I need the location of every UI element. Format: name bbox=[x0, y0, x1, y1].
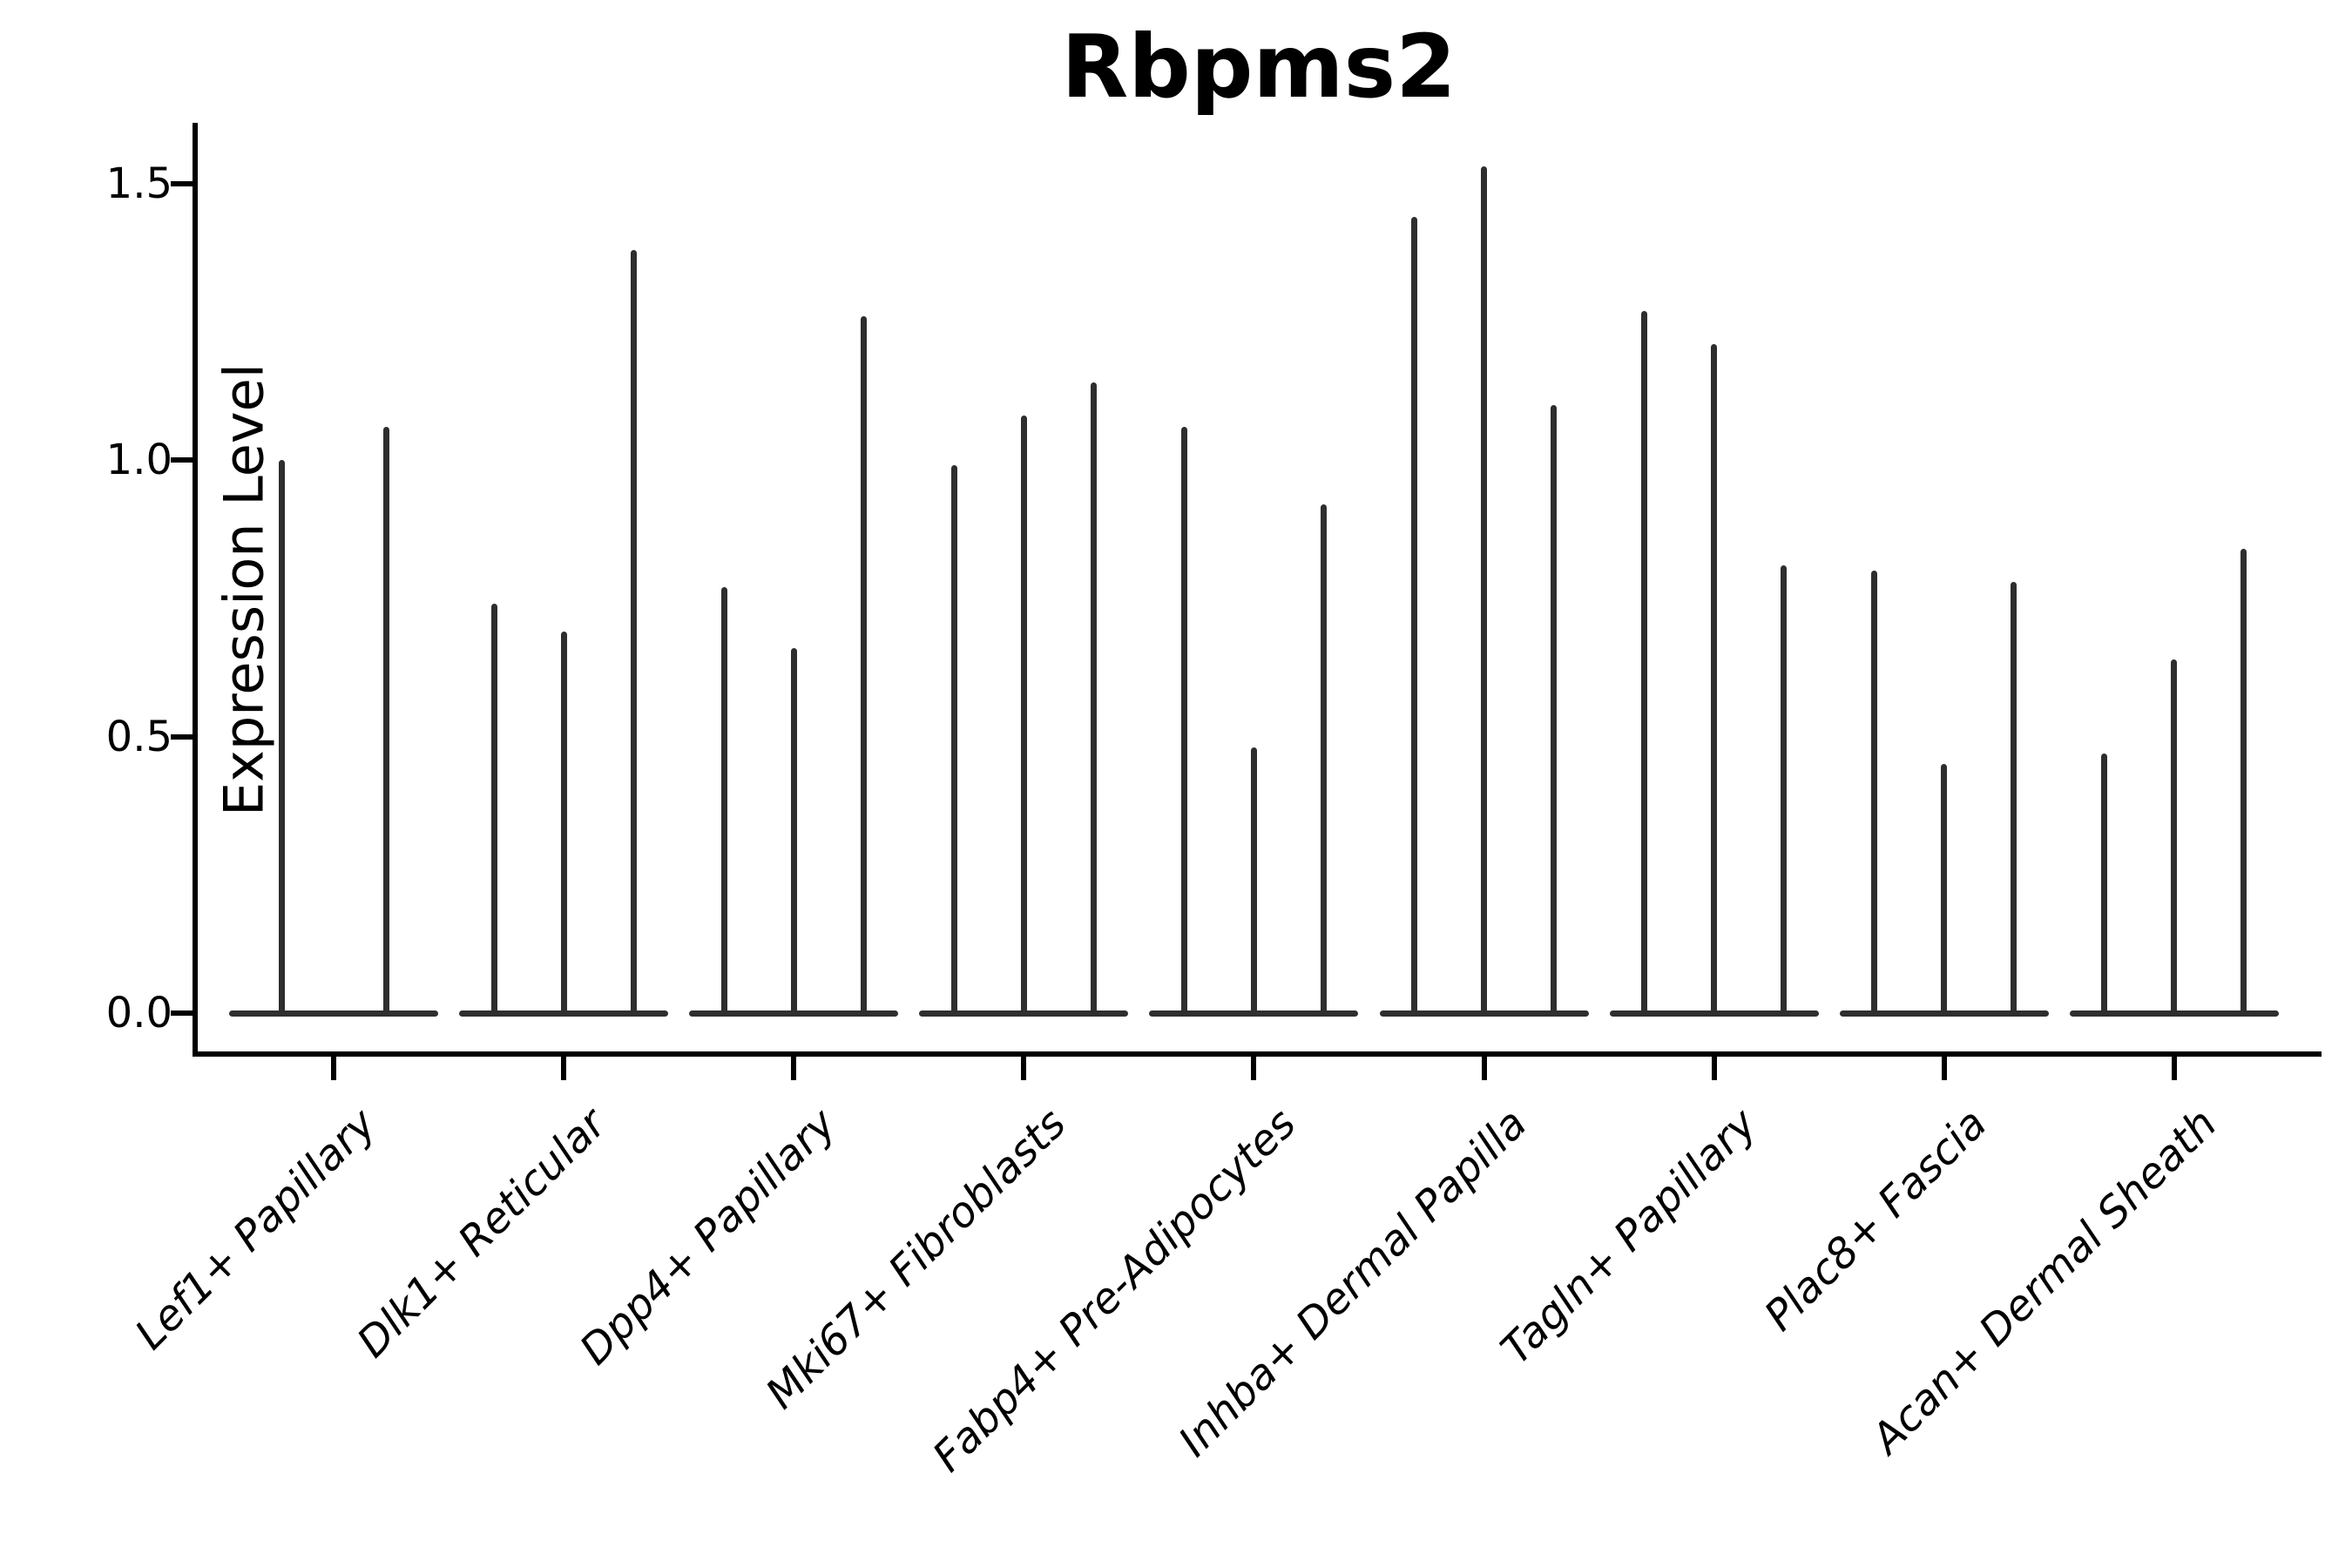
violin-base bbox=[229, 1010, 438, 1017]
x-tick-mark bbox=[1021, 1054, 1027, 1080]
x-tick-mark bbox=[2171, 1054, 2177, 1080]
y-tick-label: 0.5 bbox=[105, 712, 172, 761]
violin-spike bbox=[278, 460, 285, 1017]
violin-spike bbox=[1781, 564, 1788, 1017]
x-tick-mark bbox=[1941, 1054, 1947, 1080]
violin-spike bbox=[1411, 216, 1417, 1017]
violin-spike bbox=[2011, 581, 2017, 1017]
violin-spike bbox=[560, 631, 567, 1017]
violin-spike bbox=[1871, 571, 1878, 1017]
y-tick-mark bbox=[171, 457, 195, 463]
y-tick-label: 1.0 bbox=[105, 436, 172, 484]
violin-spike bbox=[1090, 382, 1097, 1017]
violin-spike bbox=[1641, 310, 1648, 1017]
x-tick-mark bbox=[561, 1054, 567, 1080]
violin-spike bbox=[2101, 753, 2108, 1017]
violin-spike bbox=[490, 604, 497, 1017]
violin-spike bbox=[1711, 343, 1718, 1017]
violin-spike bbox=[1320, 504, 1327, 1017]
violin-spike bbox=[720, 587, 727, 1017]
y-tick-label: 1.5 bbox=[105, 159, 172, 208]
violin-spike bbox=[2240, 548, 2247, 1017]
x-tick-mark bbox=[1711, 1054, 1717, 1080]
y-tick-mark bbox=[171, 1010, 195, 1016]
violin-spike bbox=[1941, 764, 1948, 1017]
violin-spike bbox=[950, 465, 957, 1017]
y-tick-mark bbox=[171, 733, 195, 740]
violin-spike bbox=[1551, 404, 1557, 1017]
y-tick-mark bbox=[171, 180, 195, 186]
violin-spike bbox=[1250, 747, 1257, 1017]
x-axis-spine bbox=[193, 1051, 2322, 1057]
violin-spike bbox=[860, 315, 867, 1017]
violin-spike bbox=[790, 647, 797, 1017]
y-axis-spine bbox=[193, 123, 198, 1057]
x-tick-mark bbox=[331, 1054, 336, 1080]
violin-spike bbox=[382, 426, 389, 1017]
violin-spike bbox=[1180, 426, 1187, 1017]
x-tick-mark bbox=[791, 1054, 797, 1080]
violin-spike bbox=[630, 249, 637, 1017]
y-axis-label: Expression Level bbox=[212, 363, 276, 816]
chart-title: Rbpms2 bbox=[1061, 16, 1456, 118]
violin-spike bbox=[2171, 659, 2178, 1017]
y-tick-label: 0.0 bbox=[105, 989, 172, 1037]
violin-spike bbox=[1481, 166, 1487, 1017]
violin-spike bbox=[1020, 416, 1027, 1017]
x-tick-mark bbox=[1481, 1054, 1487, 1080]
x-tick-mark bbox=[1251, 1054, 1257, 1080]
